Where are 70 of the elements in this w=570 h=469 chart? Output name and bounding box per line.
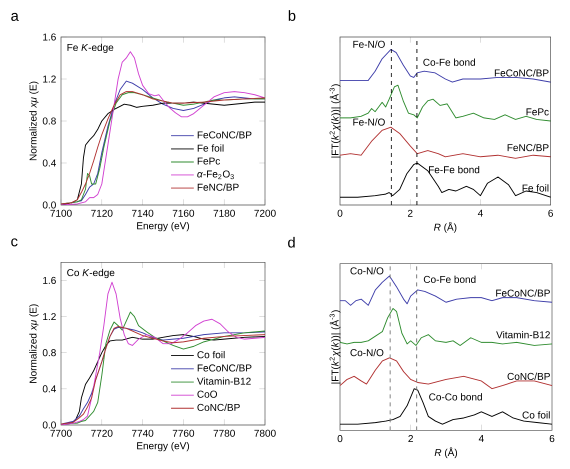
text: |FT(k$^{2}$χ(k))| (Å$^{-3}$) [330,310,341,384]
annotation: Fe-Fe bond [428,166,480,174]
legend-label: Co foil [197,350,225,358]
series-label: Fe foil [522,184,548,192]
legend-label: CoO [197,390,218,398]
chart-title: d [288,236,295,248]
series-label: CoNC/BP [508,372,550,380]
chart-title: b [288,10,296,21]
x-tick-label: 7180 [214,210,235,217]
chart-title: a [11,12,19,21]
annotation: Fe-N/O [353,40,385,48]
x-tick-label: 2 [408,210,413,217]
x-tick-label: 0 [338,435,342,442]
y-tick-label: 1.6 [43,276,56,284]
y-tick-label: 1.2 [43,313,56,320]
x-tick-label: 2 [408,435,413,442]
x-tick-label: 7800 [254,430,276,437]
y-tick-label: 0.0 [42,421,56,429]
series-label: Vitamin-B12 [496,330,550,338]
chart-title: c [11,238,18,246]
x-tick-label: 4 [478,210,483,217]
series-label: Co foil [522,411,550,419]
y-tick-label: 1.6 [43,33,56,41]
annotation: Co K-edge [67,268,114,278]
x-tick-label: 7200 [254,210,276,217]
x-tick-label: 7720 [91,430,113,437]
y-axis-title: Normalized xμ (E) [29,304,39,383]
legend-label: FeCoNC/BP [198,364,252,372]
text: |FT(k$^{2}$χ(k))| (Å$^{-3}$) [330,84,341,158]
legend-label: α-Fe$_{2}$O$_{3}$ [197,170,234,180]
annotation: Co-Co bond [429,393,482,400]
legend-label: FePc [198,158,220,165]
x-tick-label: 7120 [91,210,113,217]
x-axis-title: R (Å) [434,222,456,233]
x-tick-label: 7700 [50,430,72,437]
legend-label: Fe foil [198,144,224,152]
legend-label: FeCoNC/BP [198,131,252,138]
annotation: Co-Fe bond [424,276,476,283]
x-axis-title: Energy (eV) [137,442,190,452]
legend-label: Vitamin-B12 [196,377,251,385]
legend-label: FeNC/BP [198,183,239,191]
y-tick-label: 0.4 [42,159,56,167]
y-tick-label: 1.2 [43,76,56,82]
series-label: FeNC/BP [508,144,549,152]
series-label: FeCoNC/BP [494,69,549,77]
series-label: FeCoNC/BP [496,289,550,297]
y-tick-label: 0.8 [42,349,56,356]
annotation: Fe-N/O [353,118,385,126]
x-tick-label: 7740 [132,430,154,437]
x-tick-label: 7760 [172,430,194,437]
x-tick-label: 6 [550,435,554,442]
annotation: Co-N/O [350,348,384,356]
x-tick-label: 4 [478,435,484,442]
x-tick-label: 7160 [172,210,194,217]
x-tick-label: 7100 [50,210,72,217]
annotation: Fe K-edge [68,44,114,53]
x-tick-label: 7780 [214,430,235,437]
y-tick-label: 0.0 [42,201,56,209]
y-tick-label: 0.8 [42,117,56,125]
series-label: FePc [526,108,549,116]
x-axis-title: Energy (eV) [137,222,190,232]
x-tick-label: 0 [338,210,342,217]
x-tick-label: 7140 [132,210,154,217]
x-axis-title: R (Å) [434,447,458,458]
y-axis-title: Normalized xμ (E) [29,82,39,160]
y-tick-label: 0.4 [42,385,56,392]
legend-label: CoNC/BP [197,404,240,411]
x-tick-label: 6 [548,210,554,217]
annotation: Co-Fe bond [423,58,475,66]
annotation: Co-N/O [350,267,384,274]
